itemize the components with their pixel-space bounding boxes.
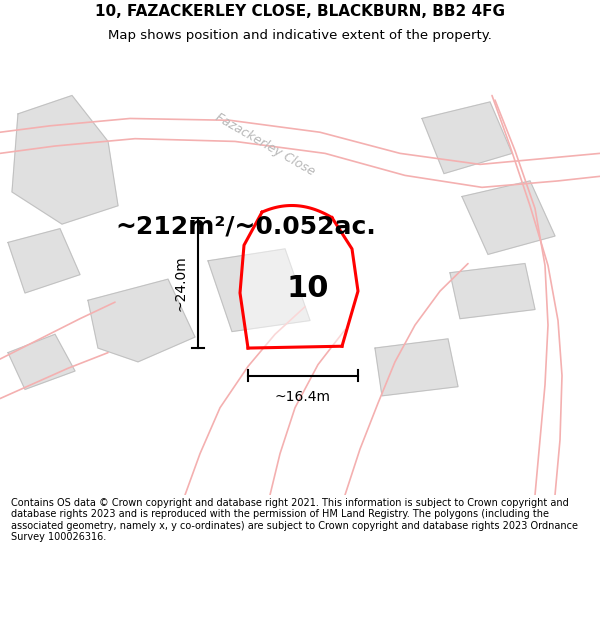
Polygon shape [208,249,310,331]
Polygon shape [462,181,555,254]
Polygon shape [375,339,458,396]
Text: 10: 10 [287,274,329,303]
Polygon shape [240,206,358,348]
Polygon shape [8,229,80,293]
Text: ~16.4m: ~16.4m [275,390,331,404]
Polygon shape [422,102,512,174]
Text: ~212m²/~0.052ac.: ~212m²/~0.052ac. [115,215,376,239]
Text: 10, FAZACKERLEY CLOSE, BLACKBURN, BB2 4FG: 10, FAZACKERLEY CLOSE, BLACKBURN, BB2 4F… [95,4,505,19]
Text: ~24.0m: ~24.0m [174,255,188,311]
Text: Fazackerley Close: Fazackerley Close [213,111,317,178]
Text: Contains OS data © Crown copyright and database right 2021. This information is : Contains OS data © Crown copyright and d… [11,498,578,542]
Text: Map shows position and indicative extent of the property.: Map shows position and indicative extent… [108,29,492,42]
Polygon shape [12,96,118,224]
Polygon shape [8,334,75,389]
Polygon shape [450,264,535,319]
Polygon shape [88,279,195,362]
